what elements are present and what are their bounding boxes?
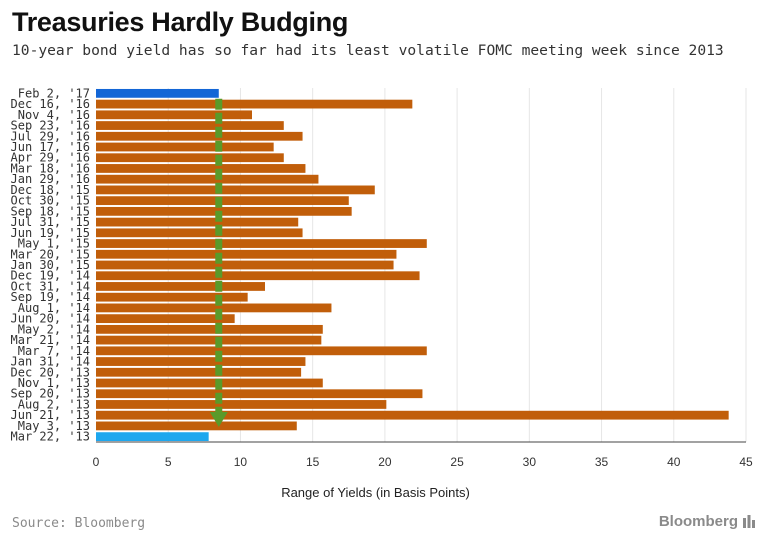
- category-label: Mar 22, '13: [11, 430, 90, 444]
- bar: [96, 131, 303, 141]
- category-label: Mar 20, '15: [11, 247, 90, 261]
- bar: [96, 217, 299, 227]
- arrow-head-icon: [209, 411, 228, 427]
- bar: [96, 324, 323, 334]
- bar: [96, 271, 420, 281]
- bar: [96, 121, 284, 130]
- bar: [96, 249, 397, 259]
- category-label: Dec 16, '16: [11, 97, 90, 111]
- bar: [96, 206, 352, 216]
- reference-arrow: [209, 98, 228, 427]
- category-label: Aug 2, '13: [18, 397, 90, 411]
- category-label: Jan 31, '14: [11, 355, 90, 369]
- brand-name: Bloomberg: [658, 513, 738, 530]
- bar: [96, 185, 375, 195]
- brand-logo: Bloomberg: [659, 513, 755, 530]
- x-tick-label: 15: [306, 455, 320, 469]
- bar: [96, 432, 209, 442]
- bar: [96, 400, 387, 409]
- bar: [96, 110, 252, 120]
- category-label: Nov 4, '16: [18, 108, 90, 122]
- bar: [96, 389, 423, 399]
- category-label: Jan 30, '15: [11, 258, 90, 272]
- bar: [96, 196, 349, 206]
- bar: [96, 260, 394, 270]
- bloomberg-terminal-icon: [743, 515, 755, 528]
- bar: [96, 239, 427, 248]
- bar: [96, 367, 302, 377]
- category-label: Oct 31, '14: [11, 279, 90, 293]
- bar: [96, 314, 235, 324]
- category-label: Mar 7, '14: [18, 344, 90, 358]
- category-label: Jul 29, '16: [11, 129, 90, 143]
- category-label: Dec 19, '14: [11, 269, 90, 283]
- x-tick-label: 10: [234, 455, 248, 469]
- category-label: May 2, '14: [18, 322, 90, 336]
- category-label: Sep 19, '14: [11, 290, 90, 304]
- category-label: Sep 20, '13: [11, 387, 90, 401]
- bar: [96, 88, 219, 98]
- bar: [96, 282, 265, 291]
- category-label: Aug 1, '14: [18, 301, 90, 315]
- category-label: Jun 20, '14: [11, 312, 90, 326]
- category-label: Oct 30, '15: [11, 194, 90, 208]
- category-label: Jan 29, '16: [11, 172, 90, 186]
- bar: [96, 99, 413, 109]
- category-label: Jun 19, '15: [11, 226, 90, 240]
- category-label: Jul 31, '15: [11, 215, 90, 229]
- x-tick-label: 30: [523, 455, 537, 469]
- category-label: Dec 18, '15: [11, 183, 90, 197]
- category-label: Feb 2, '17: [18, 86, 90, 100]
- category-label: Nov 1, '13: [18, 376, 90, 390]
- x-tick-labels: 0 5 10 15 20 25 30 35 40 45: [93, 455, 753, 469]
- bar: [96, 335, 322, 345]
- category-label: Mar 21, '14: [11, 333, 90, 347]
- x-tick-label: 0: [93, 455, 100, 469]
- x-tick-label: 25: [450, 455, 464, 469]
- chart-subtitle: 10-year bond yield has so far had its le…: [12, 42, 724, 59]
- bar: [96, 303, 332, 313]
- bar: [96, 292, 248, 302]
- x-axis-label: Range of Yields (in Basis Points): [281, 485, 470, 500]
- bar: [96, 228, 303, 238]
- bar: [96, 421, 297, 431]
- bars: [96, 88, 729, 442]
- category-label: Apr 29, '16: [11, 151, 90, 165]
- bar: [96, 164, 306, 173]
- x-tick-label: 35: [595, 455, 609, 469]
- category-label: Mar 18, '16: [11, 161, 90, 175]
- bar: [96, 346, 427, 356]
- category-label: May 1, '15: [18, 237, 90, 251]
- x-tick-label: 40: [667, 455, 681, 469]
- category-label: Sep 18, '15: [11, 204, 90, 218]
- chart-title: Treasuries Hardly Budging: [12, 7, 349, 37]
- x-tick-label: 45: [739, 455, 753, 469]
- source-note: Source: Bloomberg: [12, 516, 146, 531]
- bar: [96, 174, 319, 184]
- category-label: Jun 17, '16: [11, 140, 90, 154]
- bar: [96, 410, 729, 420]
- bar: [96, 378, 323, 388]
- category-label: May 3, '13: [18, 419, 90, 433]
- category-label: Dec 20, '13: [11, 365, 90, 379]
- x-tick-label: 5: [165, 455, 172, 469]
- x-tick-label: 20: [378, 455, 392, 469]
- bar: [96, 142, 274, 152]
- category-label: Sep 23, '16: [11, 119, 90, 133]
- bar: [96, 357, 306, 366]
- bar: [96, 153, 284, 163]
- category-label: Jun 21, '13: [11, 408, 90, 422]
